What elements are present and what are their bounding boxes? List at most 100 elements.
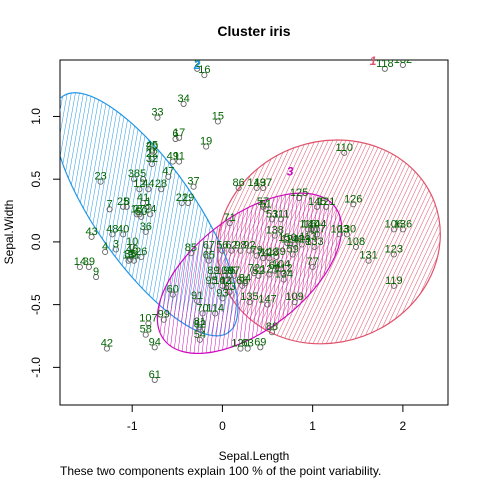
data-point [145,186,152,193]
point-label: 70 [196,302,208,314]
data-point [180,100,187,107]
data-point [235,184,242,192]
point-label: 59 [287,243,299,255]
data-point [88,233,95,240]
point-label: 82 [194,319,206,331]
data-point [343,231,350,238]
data-point [271,232,278,239]
point-label: 136 [394,218,412,230]
data-point [103,345,110,352]
data-point [250,270,258,277]
data-point [271,267,278,274]
point-label: 33 [151,107,163,119]
point-label: 139 [267,246,285,258]
point-label: 45 [146,139,158,151]
point-label: 88 [266,321,278,333]
data-point [123,203,130,210]
data-point [253,184,260,192]
data-point [130,176,138,183]
data-point [212,310,219,317]
point-label: 98 [234,240,246,252]
data-point [196,324,203,331]
point-label: 104 [272,259,290,271]
data-point [262,206,269,213]
data-point [226,272,233,279]
data-point [278,266,285,273]
point-label: 119 [385,275,403,287]
point-label: 17 [173,127,185,139]
point-label: 69 [254,336,266,348]
point-label: 127 [260,264,278,276]
point-label: 29 [182,192,194,204]
point-label: 150 [278,232,296,244]
data-point [291,241,298,248]
point-label: 50 [135,206,147,218]
y-axis: -1.0 -0.5 0.0 0.5 1.0 [29,108,61,378]
point-label: 22 [146,148,158,160]
point-label: 12 [133,178,145,190]
data-point [133,211,140,218]
point-label: 47 [162,166,174,178]
point-label: 100 [215,265,233,277]
point-label: 117 [308,223,326,235]
point-label: 107 [139,312,157,324]
point-label: 3 [113,238,119,250]
data-point [205,247,212,254]
point-label: 137 [254,177,272,189]
data-point [154,114,161,121]
data-point [165,173,172,180]
point-label: 99 [158,309,170,321]
point-label: 114 [206,302,224,314]
variability-note: These two components explain 100 % of th… [60,464,381,478]
data-point [196,336,203,343]
data-point [187,250,194,257]
data-point [341,149,348,156]
point-label: 108 [347,236,365,248]
point-label: 138 [266,225,284,237]
data-point [390,251,397,258]
point-label: 20 [146,141,158,153]
data-point [139,199,147,207]
point-label: 85 [185,242,197,254]
data-point [399,61,406,69]
point-label: 93 [216,287,228,299]
point-label: 109 [285,291,303,303]
data-point [210,272,217,279]
data-point [266,271,273,278]
point-label: 79 [251,245,263,257]
point-label: 58 [140,324,152,336]
point-label: 27 [133,203,145,215]
point-label: 15 [212,110,224,122]
point-label: 86 [233,177,245,189]
data-point [296,194,303,202]
data-point [112,246,119,253]
data-point [214,118,221,125]
point-label: 61 [149,369,161,381]
point-label: 121 [317,196,335,208]
data-point [365,257,372,264]
y-tick-label: -0.5 [29,294,43,315]
y-axis-label: Sepal.Width [2,200,16,265]
point-label: 56 [216,240,228,252]
data-point [148,161,156,168]
point-label: 31 [128,250,140,262]
point-label: 147 [258,294,276,306]
data-point [147,211,154,218]
data-point [169,158,176,165]
point-label: 111 [273,208,290,220]
point-label: 118 [376,58,394,70]
point-label: 18 [131,203,143,215]
point-label: 89 [207,265,219,277]
data-point [390,226,397,233]
point-label: 49 [167,151,179,163]
point-label: 13 [122,250,134,262]
data-point [176,158,183,165]
point-label: 53 [266,208,278,220]
point-label: 97 [228,265,240,277]
data-point [231,272,238,279]
data-point [268,216,276,223]
point-label: 11 [173,151,184,163]
data-point [125,257,132,264]
point-label: 120 [231,338,249,350]
point-label: 113 [299,231,317,243]
